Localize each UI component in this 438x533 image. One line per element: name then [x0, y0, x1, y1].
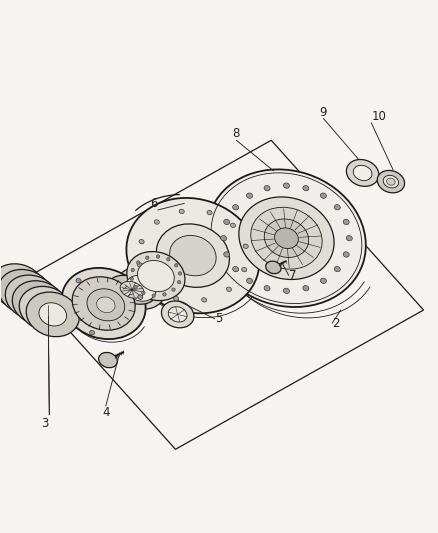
- Ellipse shape: [377, 171, 405, 193]
- Ellipse shape: [97, 297, 115, 313]
- Ellipse shape: [32, 297, 60, 320]
- Ellipse shape: [266, 261, 281, 273]
- Ellipse shape: [4, 274, 32, 298]
- Ellipse shape: [334, 266, 340, 272]
- Ellipse shape: [233, 266, 239, 272]
- Ellipse shape: [320, 193, 326, 198]
- Ellipse shape: [125, 276, 156, 301]
- Ellipse shape: [18, 286, 46, 309]
- Ellipse shape: [120, 281, 144, 298]
- Ellipse shape: [170, 236, 216, 276]
- Ellipse shape: [264, 286, 270, 291]
- Ellipse shape: [243, 244, 248, 248]
- Ellipse shape: [127, 198, 259, 313]
- Ellipse shape: [251, 207, 322, 269]
- Ellipse shape: [179, 209, 184, 214]
- Ellipse shape: [230, 223, 236, 228]
- Ellipse shape: [76, 279, 81, 283]
- Ellipse shape: [0, 264, 44, 309]
- Ellipse shape: [26, 292, 79, 337]
- Ellipse shape: [138, 263, 143, 267]
- Ellipse shape: [25, 292, 53, 314]
- Ellipse shape: [150, 284, 155, 288]
- Ellipse shape: [283, 288, 290, 294]
- Ellipse shape: [387, 178, 395, 185]
- Ellipse shape: [383, 175, 399, 188]
- Text: 3: 3: [41, 417, 49, 430]
- Ellipse shape: [138, 295, 143, 300]
- Ellipse shape: [174, 263, 178, 267]
- Ellipse shape: [116, 268, 166, 309]
- Ellipse shape: [233, 205, 239, 210]
- Ellipse shape: [99, 352, 117, 368]
- Text: 2: 2: [332, 317, 339, 329]
- Ellipse shape: [39, 303, 67, 326]
- Text: 10: 10: [371, 110, 386, 123]
- Ellipse shape: [166, 257, 170, 261]
- Ellipse shape: [303, 286, 309, 291]
- Text: 8: 8: [233, 127, 240, 140]
- Ellipse shape: [346, 159, 379, 187]
- Ellipse shape: [134, 285, 137, 288]
- Ellipse shape: [247, 193, 253, 198]
- Ellipse shape: [5, 275, 58, 320]
- Ellipse shape: [247, 278, 253, 284]
- Ellipse shape: [162, 293, 166, 296]
- Ellipse shape: [207, 211, 212, 215]
- Ellipse shape: [138, 261, 174, 292]
- Ellipse shape: [0, 269, 51, 314]
- Ellipse shape: [89, 330, 95, 335]
- Ellipse shape: [62, 268, 145, 339]
- Ellipse shape: [139, 239, 144, 244]
- Ellipse shape: [242, 268, 247, 272]
- Ellipse shape: [343, 252, 349, 257]
- Ellipse shape: [346, 236, 352, 241]
- Ellipse shape: [320, 278, 326, 284]
- Ellipse shape: [152, 294, 155, 297]
- Ellipse shape: [178, 272, 182, 275]
- Text: 6: 6: [151, 197, 158, 210]
- Ellipse shape: [137, 261, 140, 264]
- Ellipse shape: [224, 252, 230, 257]
- Ellipse shape: [72, 277, 135, 330]
- Text: 5: 5: [215, 312, 222, 325]
- Ellipse shape: [207, 169, 366, 307]
- Ellipse shape: [343, 219, 349, 224]
- Ellipse shape: [131, 268, 134, 272]
- Ellipse shape: [11, 280, 39, 303]
- Ellipse shape: [168, 306, 187, 322]
- Ellipse shape: [141, 291, 145, 295]
- Ellipse shape: [264, 219, 309, 257]
- Ellipse shape: [156, 255, 160, 259]
- Ellipse shape: [172, 288, 175, 292]
- Ellipse shape: [303, 185, 309, 191]
- Ellipse shape: [173, 296, 179, 301]
- Ellipse shape: [353, 165, 372, 181]
- Ellipse shape: [221, 236, 226, 241]
- Ellipse shape: [12, 281, 65, 325]
- Ellipse shape: [283, 183, 290, 188]
- Ellipse shape: [130, 277, 134, 280]
- Ellipse shape: [177, 280, 181, 284]
- Ellipse shape: [226, 287, 232, 292]
- Text: 9: 9: [320, 106, 327, 118]
- Text: 4: 4: [102, 406, 110, 419]
- Ellipse shape: [224, 219, 230, 224]
- Ellipse shape: [87, 289, 125, 321]
- Ellipse shape: [239, 197, 334, 279]
- Ellipse shape: [156, 224, 230, 287]
- Ellipse shape: [275, 228, 298, 248]
- Ellipse shape: [109, 276, 155, 304]
- Ellipse shape: [162, 301, 194, 328]
- Ellipse shape: [154, 220, 159, 224]
- Ellipse shape: [145, 256, 149, 260]
- Ellipse shape: [127, 252, 185, 301]
- Ellipse shape: [334, 205, 340, 210]
- Ellipse shape: [264, 185, 270, 191]
- Ellipse shape: [201, 297, 207, 302]
- Ellipse shape: [19, 286, 72, 331]
- Text: 7: 7: [289, 269, 296, 282]
